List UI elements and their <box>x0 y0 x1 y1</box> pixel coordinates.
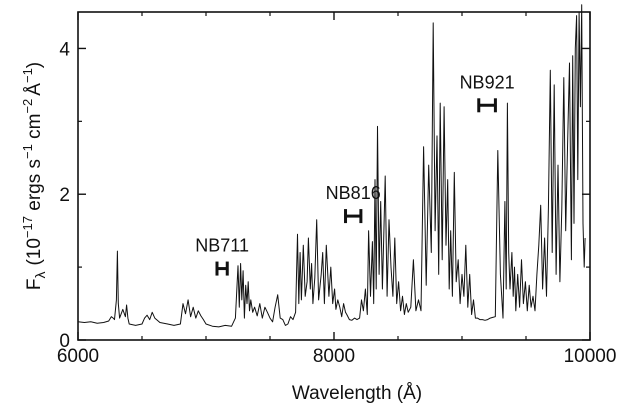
y-axis-title-exp1: −17 <box>20 216 35 238</box>
filter-marker-nb816: NB816 <box>326 183 381 224</box>
y-axis-title-paren-open: (10 <box>24 238 45 265</box>
y-axis-title-ergs: ergs s <box>24 159 45 216</box>
y-axis-title-lambda: λ <box>32 272 48 279</box>
y-tick-label: 0 <box>59 331 70 352</box>
y-axis-title-exp3: −2 <box>20 99 35 114</box>
x-tick-label: 10000 <box>564 346 617 367</box>
y-axis-title-cm: cm <box>24 114 45 145</box>
y-axis-title-angstrom: Å <box>24 83 45 96</box>
filters-layer: NB711 NB816 NB921 <box>195 72 515 276</box>
spectrum-line <box>77 4 586 328</box>
y-axis-title-exp4: −1 <box>20 68 35 83</box>
y-axis-title-paren-close: ) <box>24 62 45 68</box>
filter-label: NB711 <box>195 236 249 256</box>
filter-marker-nb711: NB711 <box>195 236 249 276</box>
y-tick-label: 4 <box>59 39 70 60</box>
x-tick-label: 6000 <box>57 346 99 367</box>
x-tick-label: 8000 <box>313 346 355 367</box>
y-axis-title-f: F <box>24 279 45 291</box>
filter-label: NB816 <box>326 183 381 203</box>
y-tick-label: 2 <box>59 185 70 206</box>
filter-marker-nb921: NB921 <box>460 72 515 113</box>
plot-layer <box>77 4 586 328</box>
filter-label: NB921 <box>460 72 515 92</box>
x-axis-title: Wavelength (Å) <box>292 383 422 404</box>
y-axis-title: Fλ(10−17 ergs s−1 cm−2Å−1) <box>20 62 48 290</box>
y-axis-title-exp2: −1 <box>20 144 35 159</box>
ticks-layer: 6000 8000 10000 0 2 4 <box>57 12 617 367</box>
